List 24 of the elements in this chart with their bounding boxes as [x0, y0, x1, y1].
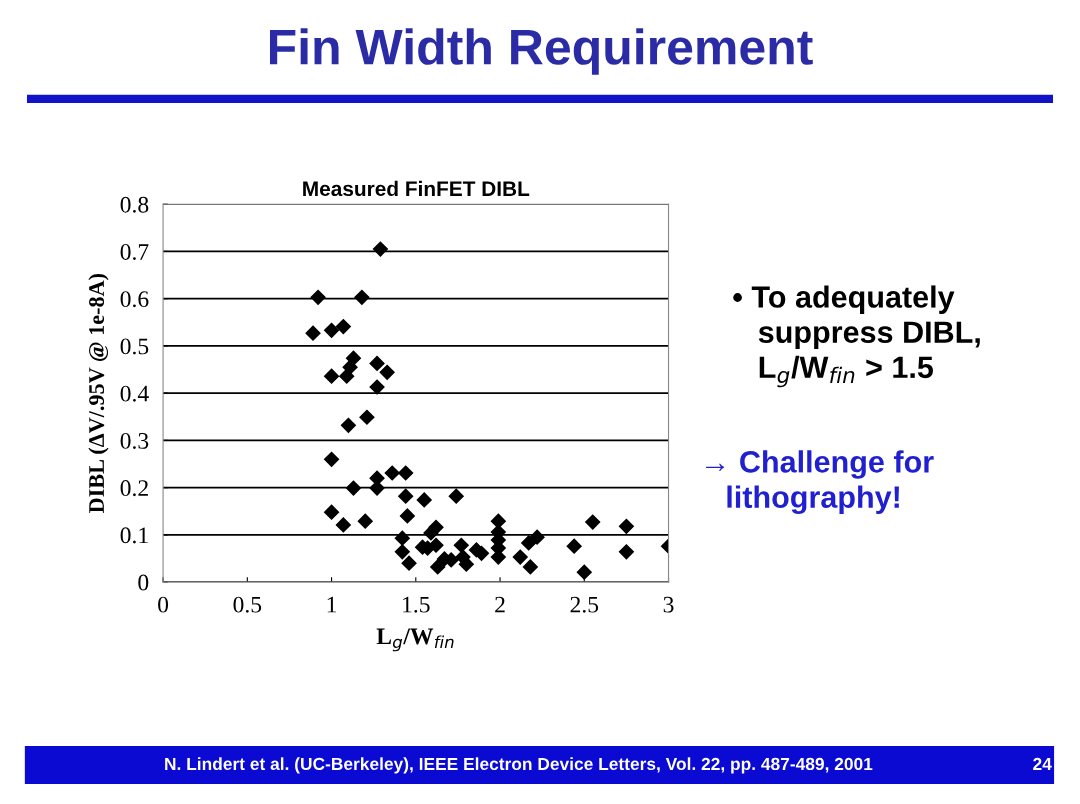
text: • To adequately suppress DIBL, L$_{g}$/W$_{fin}$ > 1.5 [733, 285, 980, 388]
y-tick-label: 0.1 [120, 527, 148, 544]
y-tick-label: 0.4 [120, 385, 149, 402]
y-tick-label: 0.2 [120, 480, 148, 497]
y-tick-label: 0.5 [120, 338, 149, 355]
text: → Challenge for lithography! [706, 450, 934, 515]
y-tick-label: 0.3 [120, 432, 149, 449]
y-tick-label: 0.8 [120, 196, 149, 213]
x-axis-title: L$_{g}$/W$_{fin}$ [376, 628, 454, 652]
y-axis-title: DIBL (ΔV/.95V @ 1e-8A) [88, 273, 109, 513]
x-tick-label: 3 [663, 596, 674, 613]
x-tick-label: 2.5 [570, 596, 599, 613]
x-tick-label: 0 [158, 596, 169, 613]
chart-subtitle: Measured FinFET DIBL [303, 180, 530, 197]
y-tick-label: 0.6 [120, 291, 149, 308]
chart-title: Fin Width Requirement [269, 28, 813, 75]
x-tick-label: 1 [327, 596, 337, 613]
x-tick-label: 2 [495, 596, 505, 613]
y-tick-label: 0.7 [120, 243, 149, 260]
x-tick-label: 1.5 [403, 596, 430, 613]
y-tick-label: 0 [138, 574, 149, 591]
text: N. Lindert et al. (UC-Berkeley), IEEE Electron Device Letters, Vol. 22, pp. 487-489, 2001 [165, 757, 873, 774]
text: 24 [1033, 757, 1052, 770]
x-tick-label: 0.5 [233, 596, 262, 613]
